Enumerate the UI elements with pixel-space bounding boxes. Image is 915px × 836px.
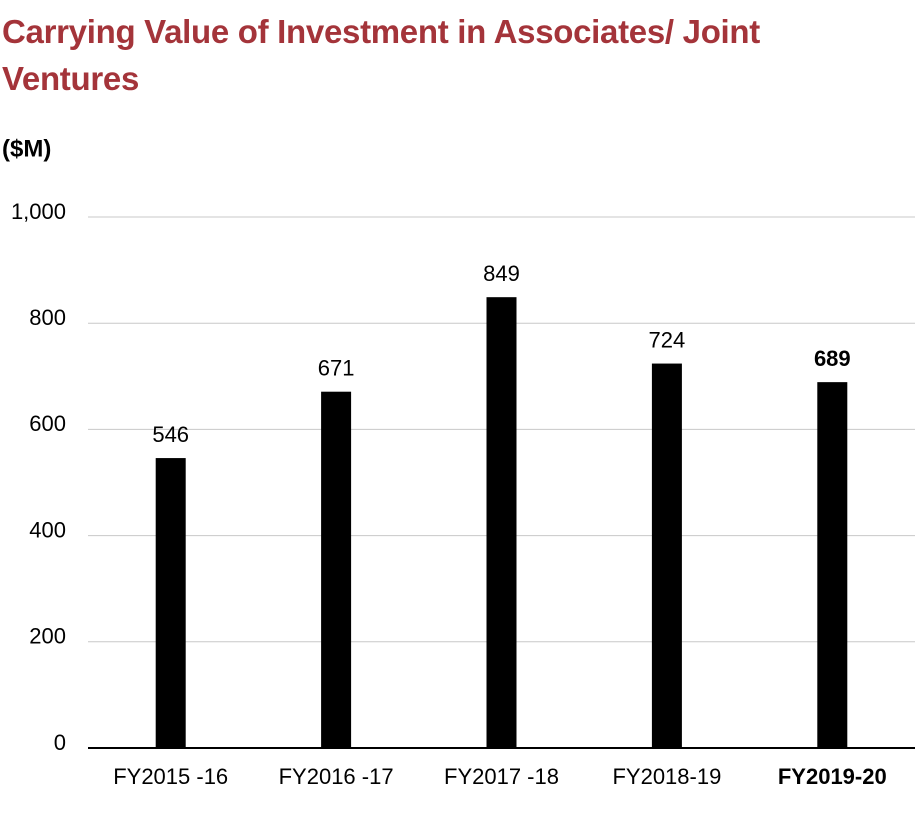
value-label: 849	[483, 261, 520, 286]
bar	[321, 391, 352, 748]
bar	[651, 363, 682, 748]
y-tick-label: 200	[29, 624, 66, 649]
value-label: 689	[814, 346, 851, 371]
y-tick-label: 800	[29, 305, 66, 330]
value-label: 724	[649, 327, 686, 352]
x-tick-label: FY2018-19	[612, 764, 721, 789]
value-label: 671	[318, 356, 355, 381]
y-tick-label: 400	[29, 517, 66, 542]
y-tick-label: 1,000	[11, 199, 66, 224]
bar	[817, 382, 848, 748]
x-tick-label: FY2017 -18	[444, 764, 559, 789]
bar	[486, 297, 517, 748]
x-tick-label: FY2016 -17	[279, 764, 394, 789]
y-tick-label: 0	[54, 730, 66, 755]
chart-title: Carrying Value of Investment in Associat…	[2, 13, 760, 97]
y-axis-label: ($M)	[2, 135, 51, 162]
x-tick-label: FY2015 -16	[113, 764, 228, 789]
bar	[155, 458, 186, 748]
value-label: 546	[152, 422, 189, 447]
y-tick-label: 600	[29, 411, 66, 436]
x-tick-label: FY2019-20	[778, 764, 887, 789]
